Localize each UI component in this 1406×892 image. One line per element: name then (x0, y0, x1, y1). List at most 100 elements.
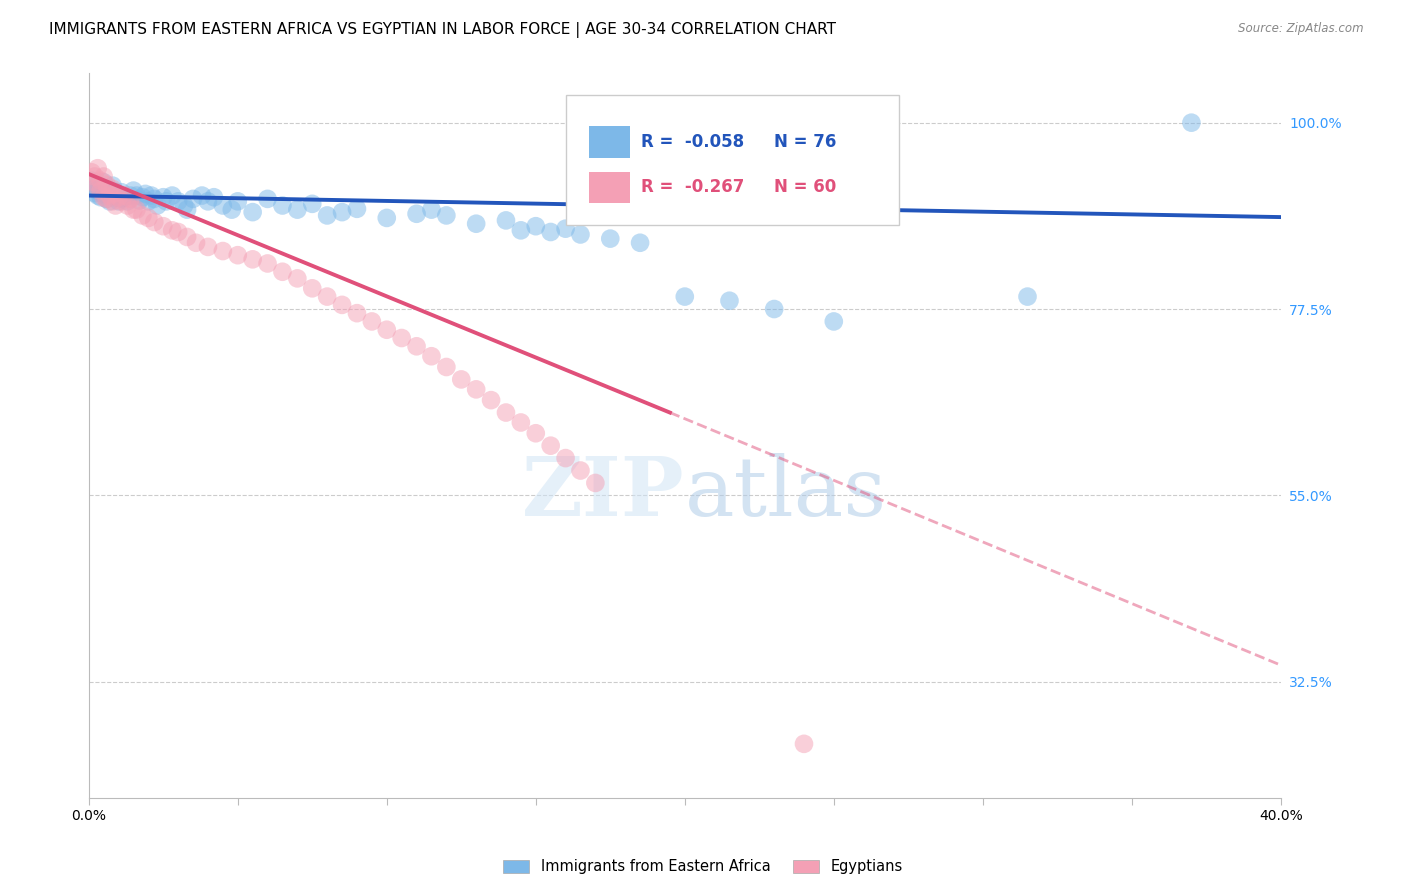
Point (86, 178, 108, 192)
Point (465, 383, 488, 397)
Point (90, 190, 112, 204)
Point (131, 190, 153, 204)
Point (718, 293, 741, 308)
Text: Source: ZipAtlas.com: Source: ZipAtlas.com (1239, 22, 1364, 36)
Point (80, 165, 103, 179)
Point (330, 298, 353, 312)
Point (375, 323, 398, 337)
Point (211, 198, 233, 212)
Point (131, 209, 153, 223)
Point (96, 192, 118, 206)
Point (405, 207, 427, 221)
Point (509, 223, 531, 237)
Point (160, 223, 183, 237)
Point (96, 192, 118, 206)
Point (242, 252, 264, 267)
Point (569, 227, 592, 242)
Point (420, 349, 443, 363)
Point (554, 451, 576, 466)
Point (117, 198, 139, 212)
Point (673, 290, 696, 304)
Point (104, 186, 127, 200)
Point (450, 372, 472, 386)
Point (793, 737, 815, 751)
Point (83, 182, 105, 196)
Point (1017, 290, 1039, 304)
Point (301, 197, 323, 211)
Point (101, 182, 124, 196)
Point (599, 232, 621, 246)
Point (221, 202, 243, 217)
Point (138, 194, 160, 209)
Point (152, 219, 174, 234)
Text: R =  -0.267: R = -0.267 (641, 178, 744, 196)
Point (125, 188, 148, 202)
Point (391, 331, 413, 345)
Point (86, 188, 108, 202)
Point (167, 225, 190, 239)
Point (434, 359, 457, 374)
Point (96, 182, 118, 196)
Point (420, 202, 443, 217)
Point (90, 186, 112, 200)
Point (1180, 116, 1202, 130)
Point (101, 178, 124, 193)
Point (120, 188, 142, 202)
Point (114, 188, 136, 202)
Point (86, 161, 108, 176)
Point (271, 198, 294, 212)
Point (465, 217, 488, 231)
Point (93, 175, 115, 189)
Point (226, 248, 249, 262)
Point (226, 194, 249, 209)
Point (93, 190, 115, 204)
FancyBboxPatch shape (589, 126, 630, 158)
Point (146, 198, 169, 212)
Point (93, 186, 115, 201)
Text: N = 60: N = 60 (775, 178, 837, 196)
Point (524, 219, 547, 234)
Point (80, 174, 103, 188)
Point (104, 186, 127, 200)
Point (86, 184, 108, 198)
Point (434, 209, 457, 223)
Point (114, 190, 136, 204)
Point (141, 188, 163, 202)
Point (479, 393, 502, 408)
Text: N = 76: N = 76 (775, 133, 837, 151)
Point (569, 463, 592, 477)
Point (155, 194, 177, 209)
Point (143, 192, 166, 206)
Point (107, 194, 129, 209)
Point (405, 339, 427, 353)
Text: R =  -0.058: R = -0.058 (641, 133, 744, 151)
Point (122, 202, 145, 217)
Point (330, 205, 353, 219)
Point (176, 202, 198, 217)
Point (138, 211, 160, 225)
Point (96, 178, 118, 192)
Point (83, 169, 105, 184)
Point (101, 194, 124, 209)
Point (93, 169, 115, 184)
Point (540, 439, 562, 453)
Point (316, 290, 339, 304)
FancyBboxPatch shape (565, 95, 900, 225)
Point (110, 186, 132, 200)
Point (375, 211, 398, 225)
Point (540, 225, 562, 239)
Point (143, 215, 166, 229)
Point (184, 235, 207, 250)
Point (98, 188, 121, 202)
Point (301, 281, 323, 295)
Point (285, 271, 308, 285)
Point (202, 190, 225, 204)
Point (191, 188, 214, 202)
Point (107, 188, 129, 202)
Point (271, 265, 294, 279)
Point (256, 192, 278, 206)
Point (285, 202, 308, 217)
Point (128, 194, 150, 208)
Point (90, 184, 112, 198)
Point (110, 192, 132, 206)
